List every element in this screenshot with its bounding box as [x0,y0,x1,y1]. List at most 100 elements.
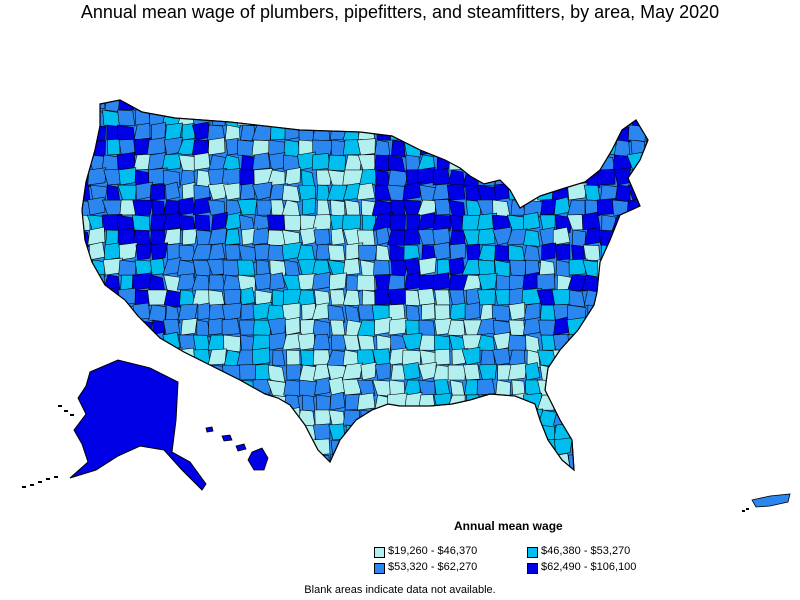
area-polygon [342,334,361,351]
area-polygon [596,378,616,396]
area-polygon [551,139,573,159]
area-polygon [628,289,648,306]
area-polygon [597,319,619,338]
area-polygon [479,485,495,500]
area-polygon [102,304,121,324]
area-polygon [299,227,317,246]
area-polygon [376,334,392,353]
area-polygon [569,467,588,470]
area-polygon [282,438,302,456]
area-polygon [390,424,409,441]
area-polygon [267,424,286,441]
area-polygon [372,406,391,426]
area-polygon [89,289,106,309]
area-polygon [496,153,511,171]
area-polygon [582,334,602,351]
area-polygon [132,199,154,216]
area-polygon [375,169,391,188]
area-polygon [510,199,526,216]
area-polygon [628,349,646,366]
area-polygon [301,197,316,216]
area-polygon [540,107,556,126]
area-polygon [209,454,226,470]
area-polygon [193,152,211,171]
area-polygon [207,407,226,426]
area-polygon [567,100,587,111]
area-polygon [197,302,211,321]
area-polygon [223,452,242,470]
area-polygon [342,439,361,456]
area-polygon [463,152,481,171]
area-polygon [627,317,646,336]
area-polygon [416,454,436,470]
area-polygon [418,256,437,276]
area-polygon [642,318,648,336]
area-polygon [418,334,437,351]
area-polygon [132,100,151,113]
area-polygon [630,214,648,231]
area-polygon [582,154,603,171]
area-polygon [283,259,301,278]
area-polygon [447,424,468,441]
area-polygon [596,168,616,186]
area-polygon [512,169,528,187]
area-polygon [644,364,648,382]
area-polygon [420,109,436,128]
area-polygon [82,100,91,113]
area-polygon [599,406,619,426]
area-polygon [191,139,211,156]
island-speck [58,405,62,407]
area-polygon [193,214,211,232]
area-polygon [628,469,647,470]
area-polygon [567,332,586,351]
area-polygon [104,286,121,306]
area-polygon [149,229,166,246]
area-polygon [403,454,423,470]
area-polygon [208,243,226,261]
area-polygon [402,362,421,381]
area-polygon [581,211,601,231]
area-polygon [643,485,660,501]
area-polygon [178,197,196,216]
area-polygon [374,139,391,158]
area-polygon [599,273,618,291]
area-polygon [540,454,556,470]
area-polygon [178,406,197,426]
area-polygon [343,454,361,470]
area-polygon [570,362,587,381]
area-polygon [616,272,631,291]
area-polygon [196,319,211,338]
area-polygon [239,169,256,186]
island-speck [38,481,42,483]
area-polygon [268,152,286,171]
area-polygon [239,182,256,201]
area-polygon [181,122,196,141]
area-polygon [375,484,391,500]
area-polygon [631,394,646,413]
area-polygon [526,154,541,172]
legend-swatch-4 [527,563,538,574]
area-polygon [447,364,466,381]
area-polygon [403,272,421,291]
legend-label-3: $53,320 - $62,270 [388,561,478,573]
area-polygon [86,214,106,232]
area-polygon [629,229,648,249]
footnote: Blank areas indicate data not available. [304,584,496,596]
area-polygon [149,452,166,470]
area-polygon [552,100,571,111]
area-polygon [254,392,271,411]
area-polygon [345,424,361,444]
island-speck [746,508,749,510]
area-polygon [553,196,571,216]
area-polygon [567,393,586,411]
area-polygon [615,106,632,126]
area-polygon [523,244,541,263]
area-polygon [374,362,391,381]
area-polygon [521,437,541,456]
area-polygon [269,272,286,291]
area-polygon [135,242,153,261]
area-polygon [176,259,196,279]
area-polygon [495,485,510,500]
area-polygon [238,485,256,500]
area-polygon [522,138,541,156]
